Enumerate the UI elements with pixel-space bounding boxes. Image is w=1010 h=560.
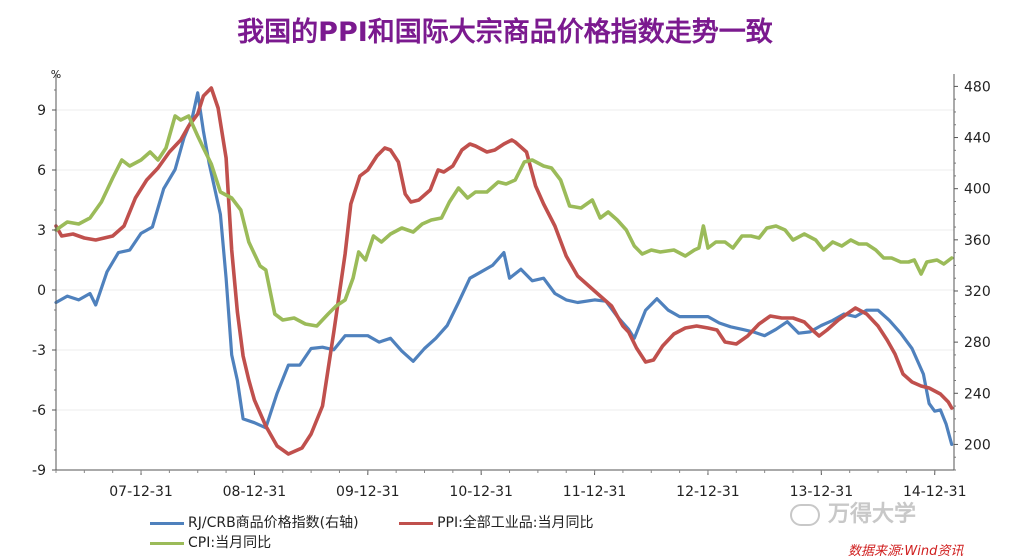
series-lines: [54, 86, 954, 456]
left-axis-tick-label: 0: [37, 283, 46, 299]
watermark-text: 万得大学: [828, 502, 917, 527]
right-axis-tick-label: 240: [964, 386, 991, 402]
right-axis-tick-label: 280: [964, 335, 991, 351]
right-axis-tick-label: 440: [964, 131, 991, 147]
axes: % 9 6 3 0 -3 -6 -9 480 440 400 360 320 280 240 200 07-12…: [32, 68, 991, 500]
series-line-2: [54, 86, 954, 456]
legend-item-cpi: CPI:当月同比: [150, 532, 271, 552]
right-axis-tick-label: 200: [964, 437, 991, 453]
chart-title: 我国的PPI和国际大宗商品价格指数走势一致: [237, 17, 773, 48]
grid-lines: [56, 109, 954, 471]
legend-label-cpi: CPI:当月同比: [188, 535, 272, 551]
right-axis-tick-label: 320: [964, 284, 991, 300]
wechat-icon: [790, 504, 820, 526]
left-axis-tick-label: -6: [32, 403, 46, 419]
legend-label-crb: RJ/CRB商品价格指数(右轴): [188, 515, 359, 531]
x-axis-tick-label: 12-12-31: [676, 484, 740, 500]
left-axis-tick-label: 9: [37, 103, 46, 119]
x-axis-tick-label: 08-12-31: [223, 484, 287, 500]
x-axis-tick-label: 07-12-31: [109, 484, 173, 500]
legend-label-ppi: PPI:全部工业品:当月同比: [437, 515, 594, 531]
watermark: 万得大学: [790, 496, 916, 528]
legend: RJ/CRB商品价格指数(右轴) PPI:全部工业品:当月同比 CPI:当月同比: [150, 512, 790, 552]
right-axis-tick-label: 480: [964, 79, 991, 95]
x-axis-tick-label: 11-12-31: [563, 484, 627, 500]
series-line-3: [54, 114, 954, 328]
right-axis-tick-label: 360: [964, 233, 991, 249]
legend-swatch-ppi: [399, 521, 434, 525]
left-axis-tick-label: -9: [32, 463, 46, 479]
x-axis-tick-label: 10-12-31: [449, 484, 513, 500]
right-axis-tick-label: 400: [964, 182, 991, 198]
legend-item-ppi: PPI:全部工业品:当月同比: [399, 512, 594, 532]
left-axis-unit: %: [51, 68, 61, 81]
left-axis-tick-label: -3: [32, 343, 46, 359]
source-note: 数据来源:Wind资讯: [848, 544, 964, 559]
x-axis-tick-label: 13-12-31: [790, 484, 854, 500]
left-axis-tick-label: 3: [37, 223, 46, 239]
x-axis-tick-label: 09-12-31: [336, 484, 400, 500]
x-axis-tick-label: 14-12-31: [903, 484, 967, 500]
legend-swatch-crb: [150, 521, 184, 525]
left-axis-tick-label: 6: [37, 163, 46, 179]
legend-swatch-cpi: [150, 541, 184, 545]
legend-item-crb: RJ/CRB商品价格指数(右轴): [150, 512, 359, 532]
